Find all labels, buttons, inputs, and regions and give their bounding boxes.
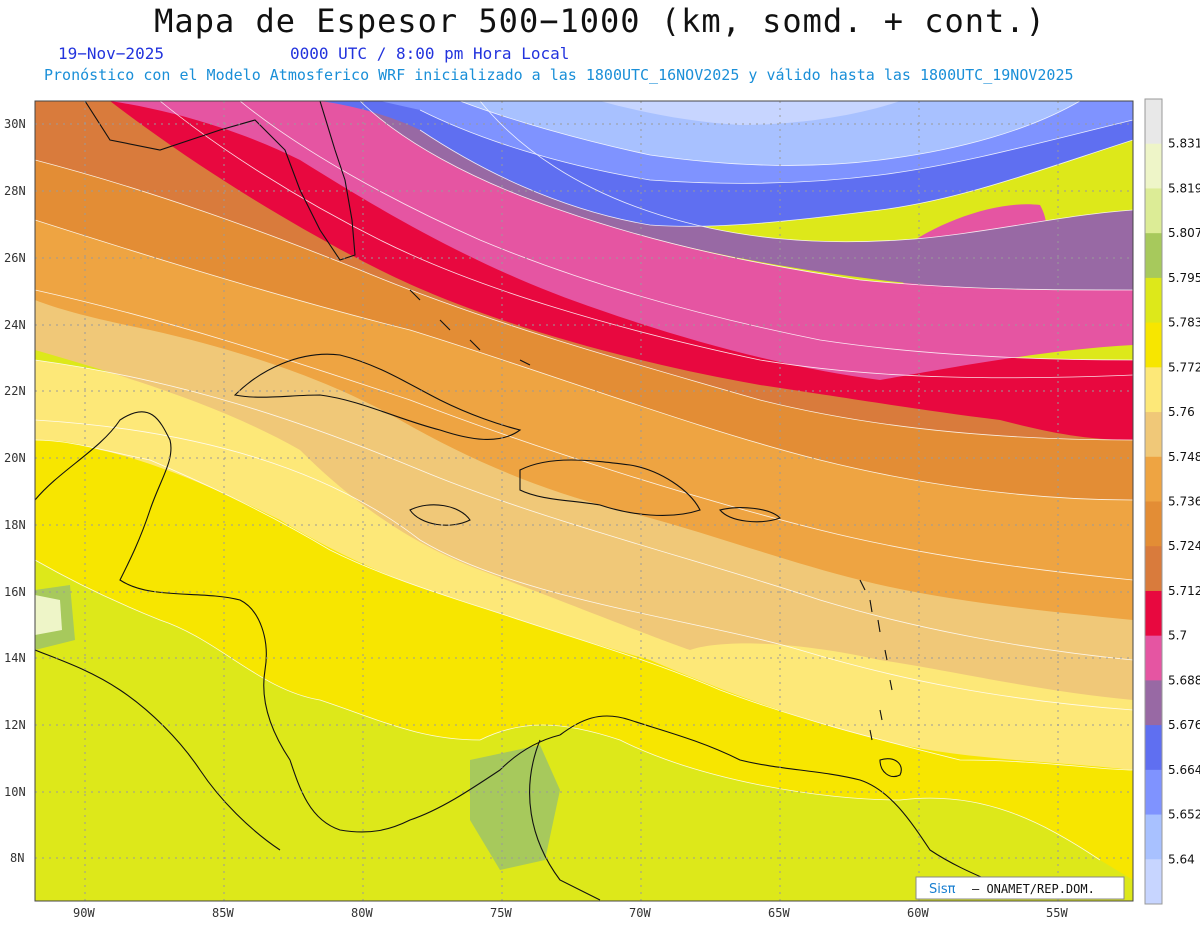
colorbar-label: 5.724 [1168,539,1200,553]
lat-label: 18N [4,518,26,532]
lon-label: 60W [907,906,929,920]
latitude-axis: 30N 28N 26N 24N 22N 20N 18N 16N 14N 12N … [4,117,26,865]
colorbar-swatch [1145,412,1162,458]
lat-label: 12N [4,718,26,732]
credit-text: – ONAMET/REP.DOM. [972,882,1095,896]
colorbar-swatch [1145,143,1162,189]
model-info: Pronóstico con el Modelo Atmosferico WRF… [44,66,1074,84]
colorbar-swatch [1145,501,1162,547]
lat-label: 8N [10,851,24,865]
colorbar-label: 5.688 [1168,673,1200,687]
lat-label: 22N [4,384,26,398]
valid-time: 0000 UTC / 8:00 pm Hora Local [290,44,570,63]
thickness-contours [35,101,1133,861]
colorbar-label: 5.652 [1168,808,1200,822]
lat-label: 28N [4,184,26,198]
colorbar-swatch [1145,859,1162,905]
colorbar-label: 5.795 [1168,271,1200,285]
colorbar-swatch [1145,322,1162,368]
colorbar-swatch [1145,456,1162,502]
longitude-axis: 90W 85W 80W 75W 70W 65W 60W 55W [73,906,1068,920]
colorbar-label: 5.831 [1168,137,1200,151]
colorbar-label: 5.7 [1168,629,1187,643]
colorbar-label: 5.772 [1168,360,1200,374]
colorbar-label: 5.712 [1168,584,1200,598]
colorbar-label: 5.736 [1168,495,1200,509]
colorbar-swatch [1145,590,1162,637]
credit-box: Sisπ – ONAMET/REP.DOM. [915,876,1125,900]
colorbar: 5.831 5.819 5.807 5.795 5.783 5.772 5.76 5.748 5… [1144,98,1200,905]
coastlines [35,101,1011,901]
thickness-fill [35,101,1133,901]
colorbar-frame [1144,98,1163,905]
colorbar-swatch [1145,546,1162,592]
colorbar-label: 5.676 [1168,718,1200,732]
lat-label: 14N [4,651,26,665]
lon-label: 70W [629,906,651,920]
colorbar-swatch [1145,814,1162,860]
graticule [35,101,1133,901]
lat-label: 24N [4,318,26,332]
lon-label: 85W [212,906,234,920]
colorbar-label: 5.664 [1168,763,1200,777]
lat-label: 30N [4,117,26,131]
lon-label: 75W [490,906,512,920]
map-frame [34,100,1134,902]
colorbar-swatch [1145,725,1162,771]
colorbar-swatch [1145,367,1162,413]
lat-label: 26N [4,251,26,265]
colorbar-swatch [1145,99,1162,145]
lon-label: 80W [351,906,373,920]
lon-label: 55W [1046,906,1068,920]
colorbar-label: 5.748 [1168,450,1200,464]
colorbar-swatch [1145,188,1162,234]
colorbar-swatch [1145,233,1162,279]
colorbar-label: 5.76 [1168,405,1195,419]
colorbar-label: 5.783 [1168,316,1200,330]
lon-label: 65W [768,906,790,920]
lat-label: 20N [4,451,26,465]
colorbar-label: 5.64 [1168,852,1195,866]
lat-label: 16N [4,585,26,599]
sispi-logo: Sisπ [929,882,956,897]
lat-label: 10N [4,785,26,799]
map-title: Mapa de Espesor 500−1000 (km, somd. + co… [154,2,1046,40]
forecast-date: 19−Nov−2025 [58,44,164,63]
colorbar-swatch [1145,277,1162,324]
colorbar-label: 5.807 [1168,226,1200,240]
lon-label: 90W [73,906,95,920]
colorbar-swatch [1145,680,1162,726]
colorbar-label: 5.819 [1168,181,1200,195]
colorbar-swatch [1145,769,1162,816]
colorbar-swatch [1145,635,1162,681]
